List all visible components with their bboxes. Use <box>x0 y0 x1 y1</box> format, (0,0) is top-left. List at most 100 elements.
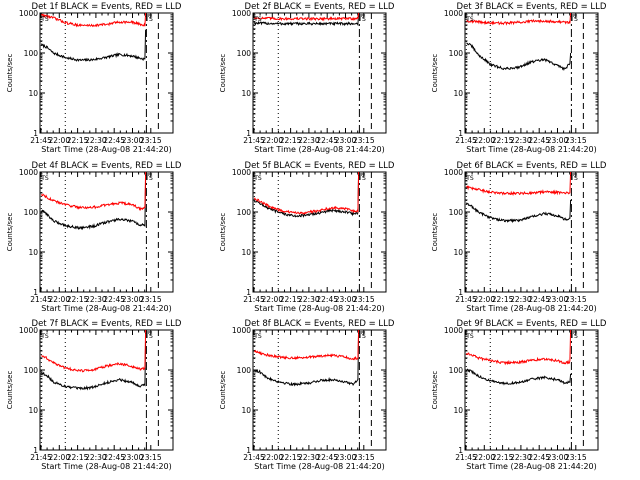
x-tick-label: 23:15 <box>140 453 162 462</box>
x-tick-label: 22:45 <box>528 453 550 462</box>
ts-marker: TS <box>465 16 474 23</box>
y-tick-label: 100 <box>24 366 39 375</box>
y-tick-label: 10 <box>241 89 251 98</box>
x-tick-label: 23:00 <box>122 136 144 145</box>
y-tick-label: 1000 <box>19 9 38 18</box>
x-tick-label: 21:45 <box>243 295 265 304</box>
y-tick-label: 1 <box>458 129 463 138</box>
ts-marker: TS <box>253 16 262 23</box>
plot-frame <box>252 171 387 293</box>
plot-frame <box>39 329 174 451</box>
plot-frame <box>464 329 599 451</box>
y-tick-label: 1000 <box>444 168 463 177</box>
series-lld-line <box>40 13 147 28</box>
series-events-line <box>40 29 147 62</box>
marker-lines <box>253 172 372 292</box>
x-tick-label: 21:45 <box>30 453 52 462</box>
series-lld-line <box>253 172 360 215</box>
y-tick-label: 10 <box>28 89 38 98</box>
series-group <box>41 330 147 391</box>
y-axis-label: Counts/sec <box>6 213 14 252</box>
y-tick-label: 100 <box>237 366 252 375</box>
series-group <box>40 13 147 62</box>
ts-marker: TS <box>569 175 578 182</box>
x-tick-label: 22:15 <box>492 453 514 462</box>
x-tick-label: 22:00 <box>261 453 283 462</box>
panel-det-4: Det 4f BLACK = Events, RED = LLD 1 10 100 10… <box>6 161 182 313</box>
x-tick-label: 21:45 <box>30 136 52 145</box>
series-group <box>465 330 572 386</box>
panel-det-3: Det 3f BLACK = Events, RED = LLD 1 10 100 10… <box>431 2 607 154</box>
y-tick-label: 100 <box>237 49 252 58</box>
x-tick-label: 22:45 <box>528 295 550 304</box>
plot-frame <box>252 329 387 451</box>
x-tick-label: 22:00 <box>473 136 495 145</box>
x-tick-label: 22:30 <box>298 136 320 145</box>
x-tick-label: 23:00 <box>122 295 144 304</box>
y-tick-label: 100 <box>449 366 464 375</box>
x-tick-label: 22:30 <box>510 453 532 462</box>
y-axis-label: Counts/sec <box>431 213 439 252</box>
x-axis-label: Start Time (28-Aug-08 21:44:20) <box>466 145 597 154</box>
y-tick-label: 1000 <box>19 326 38 335</box>
y-axis-label: Counts/sec <box>6 371 14 410</box>
x-tick-label: 23:15 <box>565 136 587 145</box>
x-axis-label: Start Time (28-Aug-08 21:44:20) <box>41 304 172 313</box>
series-group <box>253 172 360 218</box>
ts-marker: TS <box>465 175 474 182</box>
y-axis-label: Counts/sec <box>431 371 439 410</box>
y-tick-label: 1 <box>33 288 38 297</box>
x-tick-label: 22:45 <box>316 295 338 304</box>
x-tick-label: 22:00 <box>48 136 70 145</box>
y-tick-label: 10 <box>453 89 463 98</box>
series-events-line <box>253 172 360 218</box>
panel-det-8: Det 8f BLACK = Events, RED = LLD 1 10 100 10… <box>219 319 395 471</box>
x-tick-label: 22:00 <box>261 136 283 145</box>
x-tick-label: 22:30 <box>298 295 320 304</box>
x-tick-label: 21:45 <box>455 453 477 462</box>
y-tick-label: 1 <box>458 446 463 455</box>
panel-det-6: Det 6f BLACK = Events, RED = LLD 1 10 100 10… <box>431 161 607 313</box>
series-group <box>253 330 360 387</box>
ts-marker: TS <box>253 333 262 340</box>
y-axis-label: Counts/sec <box>219 371 227 410</box>
y-tick-label: 100 <box>449 49 464 58</box>
x-tick-label: 22:30 <box>85 453 107 462</box>
plot-frame <box>464 12 599 134</box>
panel-det-5: Det 5f BLACK = Events, RED = LLD 1 10 100 10… <box>219 161 395 313</box>
y-tick-label: 1000 <box>444 9 463 18</box>
x-axis-label: Start Time (28-Aug-08 21:44:20) <box>466 304 597 313</box>
x-axis-label: Start Time (28-Aug-08 21:44:20) <box>41 462 172 471</box>
ts-marker: TS <box>40 175 49 182</box>
x-tick-label: 23:00 <box>547 136 569 145</box>
x-tick-label: 23:15 <box>140 295 162 304</box>
x-tick-label: 23:00 <box>547 295 569 304</box>
marker-lines <box>40 13 159 133</box>
series-group <box>40 172 147 231</box>
x-tick-label: 23:00 <box>122 453 144 462</box>
x-tick-label: 22:30 <box>510 136 532 145</box>
y-tick-label: 100 <box>24 208 39 217</box>
y-tick-label: 1 <box>246 446 251 455</box>
panel-title: Det 3f BLACK = Events, RED = LLD <box>457 2 607 12</box>
y-tick-label: 100 <box>237 208 252 217</box>
x-tick-label: 22:45 <box>316 453 338 462</box>
x-tick-label: 21:45 <box>455 295 477 304</box>
x-tick-label: 22:45 <box>103 453 125 462</box>
marker-lines <box>465 13 584 133</box>
series-events-line <box>466 42 572 72</box>
x-axis-label: Start Time (28-Aug-08 21:44:20) <box>254 304 385 313</box>
y-tick-label: 1000 <box>19 168 38 177</box>
series-lld-line <box>465 330 572 366</box>
x-tick-label: 22:00 <box>473 295 495 304</box>
series-lld-line <box>465 172 572 197</box>
x-tick-label: 22:15 <box>492 136 514 145</box>
x-tick-label: 21:45 <box>243 136 265 145</box>
ts-marker: TS <box>465 333 474 340</box>
panel-det-7: Det 7f BLACK = Events, RED = LLD 1 10 100 10… <box>6 319 182 471</box>
ts-marker: TS <box>357 16 366 23</box>
x-tick-label: 23:15 <box>140 136 162 145</box>
x-tick-label: 23:15 <box>353 136 375 145</box>
panel-title: Det 1f BLACK = Events, RED = LLD <box>32 2 182 12</box>
x-tick-label: 22:15 <box>280 136 302 145</box>
